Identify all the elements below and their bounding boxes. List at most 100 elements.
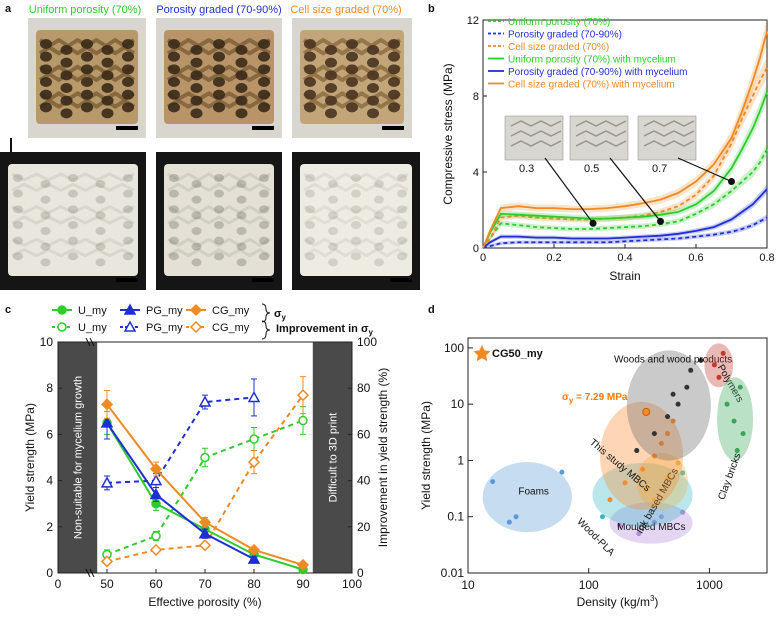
panel-a-header-0: Uniform porosity (70%)	[29, 4, 141, 16]
panel-b-inset-strain-label: 0.7	[652, 163, 667, 175]
panel-d-frame	[467, 337, 768, 574]
photo-graded-after-pore	[214, 205, 224, 214]
panel-c-ytick-left-label: 4	[46, 474, 53, 488]
panel-d-group-point	[643, 487, 649, 493]
panel-b-ytick-label: 4	[473, 167, 479, 179]
panel-d-group-point	[634, 448, 640, 454]
photo-uniform-before-pore	[60, 83, 73, 93]
photo-cellsize-after-pore	[397, 236, 407, 245]
photo-cellsize-after-pore	[351, 205, 361, 214]
panel-c-yield-marker	[100, 398, 114, 411]
panel-d-group-point	[651, 497, 657, 503]
photo-cellsize-after-pore	[351, 189, 361, 198]
panel-b-inset-1: 0.5	[569, 115, 664, 225]
panel-b-ytick-label: 8	[473, 91, 479, 103]
photo-graded-before-pore	[190, 45, 203, 55]
photo-cellsize-before-pore	[388, 102, 400, 113]
panel-c-improvement-marker	[151, 531, 161, 541]
panel-b-letter: b	[428, 3, 435, 15]
panel-d-ytick-label: 1	[457, 453, 464, 467]
panel-b-ylabel: Compressive stress (MPa)	[441, 63, 455, 204]
panel-d-group-point	[740, 431, 746, 437]
panel-d-xtick-label: 100	[579, 578, 599, 592]
panel-c-improvement-marker	[100, 476, 114, 488]
photo-uniform-after-pore	[123, 189, 133, 198]
photo-graded-after-pore	[191, 211, 202, 220]
panel-b-inset-strain-label: 0.5	[584, 163, 599, 175]
panel-c-break-bottom	[85, 568, 95, 578]
photo-graded-before-pore	[190, 83, 203, 93]
panel-d-ylabel: Yield strength (MPa)	[419, 401, 433, 510]
panel-c-improvement-marker	[149, 474, 163, 486]
photo-cellsize-after-pore	[351, 174, 361, 182]
photo-cellsize-before-pore	[325, 108, 337, 119]
subscript: y	[282, 313, 287, 322]
photo-cellsize-after-pore	[397, 252, 407, 261]
photo-graded-after-pore	[236, 258, 247, 267]
panel-c-improvement-marker	[247, 456, 261, 469]
panel-b-inset-lattice	[643, 130, 695, 137]
panel-c-yield-marker	[149, 462, 163, 476]
photo-graded-after-pore	[169, 221, 179, 229]
panel-c-legend-brace-1	[261, 303, 271, 323]
panel-c-yield-marker	[296, 558, 310, 571]
panel-c-legend-marker-open	[189, 320, 203, 334]
photo-graded-after-pore	[259, 189, 269, 198]
panel-d-highlight-label: σy = 7.29 MPa	[562, 392, 628, 405]
panel-c-break-top	[85, 337, 95, 347]
panel-d-group-region-6	[704, 343, 734, 388]
subscript: y	[569, 396, 574, 405]
panel-d-group-point	[665, 414, 671, 420]
photo-graded-after-cube	[164, 164, 274, 276]
panel-d-group-point	[688, 367, 694, 373]
photo-graded-after-pore	[214, 252, 224, 261]
photo-graded-after-pore	[236, 180, 247, 188]
photo-graded-before-pore	[190, 95, 203, 106]
photo-graded-before-pore	[168, 39, 180, 49]
photo-uniform-after-pore	[68, 174, 78, 182]
photo-graded-after-pore	[236, 242, 247, 251]
photo-cellsize-after-pore	[374, 258, 384, 267]
photo-graded-after-pore	[191, 242, 202, 251]
panel-b-inset-photo	[637, 115, 697, 161]
photo-cellsize-after-pore	[305, 236, 315, 245]
photo-graded-before-pore	[213, 64, 225, 75]
panel-c-xtick-label: 80	[247, 577, 261, 591]
panel-c-legend-label-row1: PG_my	[146, 305, 183, 317]
panel-d-group-point	[734, 448, 740, 454]
panel-c-region-right	[312, 342, 352, 573]
photo-cellsize-after-pore	[351, 236, 361, 245]
photo-uniform-before-pore	[122, 89, 134, 100]
panel-b-legend-label-4: Porosity graded (70-90%) with mycelium	[508, 67, 688, 78]
photo-graded-before-scale-bar	[252, 126, 274, 130]
photo-uniform-after-pore	[123, 236, 133, 245]
photo-graded-before-pore	[213, 77, 225, 87]
panel-c-improvement-marker	[149, 543, 163, 556]
panel-d-group-region-3	[636, 453, 689, 510]
photo-graded-before-pore	[258, 102, 270, 113]
photo-cellsize-before-pore	[367, 108, 379, 119]
panel-d-group-region-1	[609, 502, 693, 544]
photo-uniform-before-scale-bar	[116, 126, 138, 130]
photo-cellsize-after-pore	[305, 174, 315, 182]
photo-graded-after-scale-bar	[252, 278, 274, 282]
photo-uniform-after-pore	[123, 205, 133, 214]
panel-c-ytick-left-label: 8	[46, 381, 53, 395]
photo-uniform-after-pore	[68, 189, 78, 198]
photo-graded-before-pore	[258, 77, 270, 87]
panel-b-inset-pointer	[544, 157, 594, 224]
photo-uniform-before-pore	[40, 102, 52, 113]
photo-graded-before-lattice-row	[166, 98, 272, 109]
photo-cellsize-after-pore	[328, 242, 338, 251]
panel-c-ytick-left-label: 2	[46, 520, 53, 534]
subscript: y	[369, 328, 374, 337]
photo-graded-after-lattice-row	[167, 248, 271, 258]
photo-uniform-after-pore	[95, 242, 106, 251]
panel-d-group-point	[559, 469, 565, 475]
panel-d-letter: d	[428, 304, 435, 316]
photo-graded-after-pore	[169, 252, 179, 261]
photo-graded-before-pore	[235, 95, 248, 106]
panel-d-group-point	[720, 350, 726, 356]
photo-cellsize-after-lattice-row	[303, 248, 409, 258]
panel-c-legend-marker	[123, 303, 137, 315]
